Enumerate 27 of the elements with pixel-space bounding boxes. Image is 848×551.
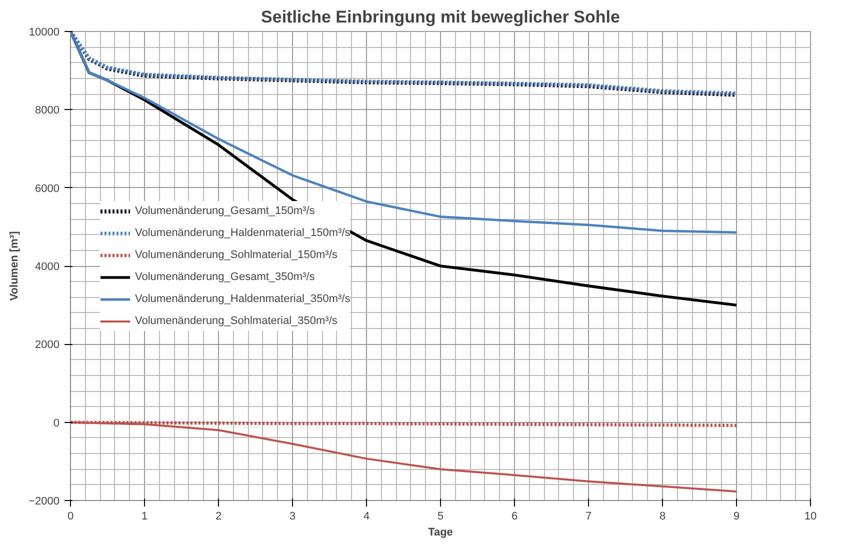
y-tick-label: 0	[53, 417, 60, 430]
x-tick-label: 7	[585, 510, 592, 522]
x-tick-label: 4	[363, 510, 370, 522]
y-axis-title: Volumen [m³]	[8, 230, 21, 301]
x-tick-label: 10	[804, 510, 817, 522]
x-tick-label: 9	[733, 510, 740, 522]
x-tick-label: 5	[437, 510, 444, 522]
x-tick-label: 3	[289, 510, 296, 522]
y-tick-label: 4000	[35, 261, 60, 273]
x-tick-label: 2	[215, 510, 222, 522]
x-tick-label: 8	[659, 510, 666, 522]
legend-label: Volumenänderung_Gesamt_350m³/s	[135, 270, 315, 282]
y-tick-label: 2000	[35, 339, 60, 352]
y-tick-label: 10000	[28, 26, 60, 38]
y-tick-label: −2000	[28, 496, 60, 508]
x-tick-label: 0	[67, 510, 74, 522]
legend-label: Volumenänderung_Haldenmaterial_150m³/s	[135, 226, 350, 238]
y-tick-label: 6000	[35, 182, 60, 195]
legend-label: Volumenänderung_Sohlmaterial_150m³/s	[135, 248, 338, 260]
legend-label: Volumenänderung_Haldenmaterial_350m³/s	[135, 292, 350, 304]
x-axis-title: Tage	[428, 526, 453, 538]
x-tick-label: 6	[511, 510, 518, 522]
legend-label: Volumenänderung_Sohlmaterial_350m³/s	[135, 314, 338, 326]
legend-label: Volumenänderung_Gesamt_150m³/s	[135, 204, 315, 216]
chart-title: Seitliche Einbringung mit beweglicher Sohle	[261, 8, 620, 26]
x-tick-label: 1	[141, 510, 148, 522]
y-tick-label: 8000	[35, 104, 60, 117]
